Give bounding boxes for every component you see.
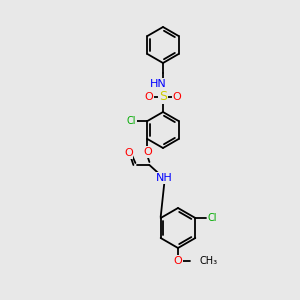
- Text: O: O: [172, 92, 182, 102]
- Text: O: O: [124, 148, 133, 158]
- Text: O: O: [174, 256, 182, 266]
- Text: O: O: [145, 92, 153, 102]
- Text: O: O: [143, 147, 152, 157]
- Text: CH₃: CH₃: [199, 256, 217, 266]
- Text: Cl: Cl: [127, 116, 136, 126]
- Text: Cl: Cl: [208, 213, 217, 223]
- Text: S: S: [159, 91, 167, 103]
- Text: NH: NH: [156, 173, 173, 183]
- Text: HN: HN: [150, 79, 166, 89]
